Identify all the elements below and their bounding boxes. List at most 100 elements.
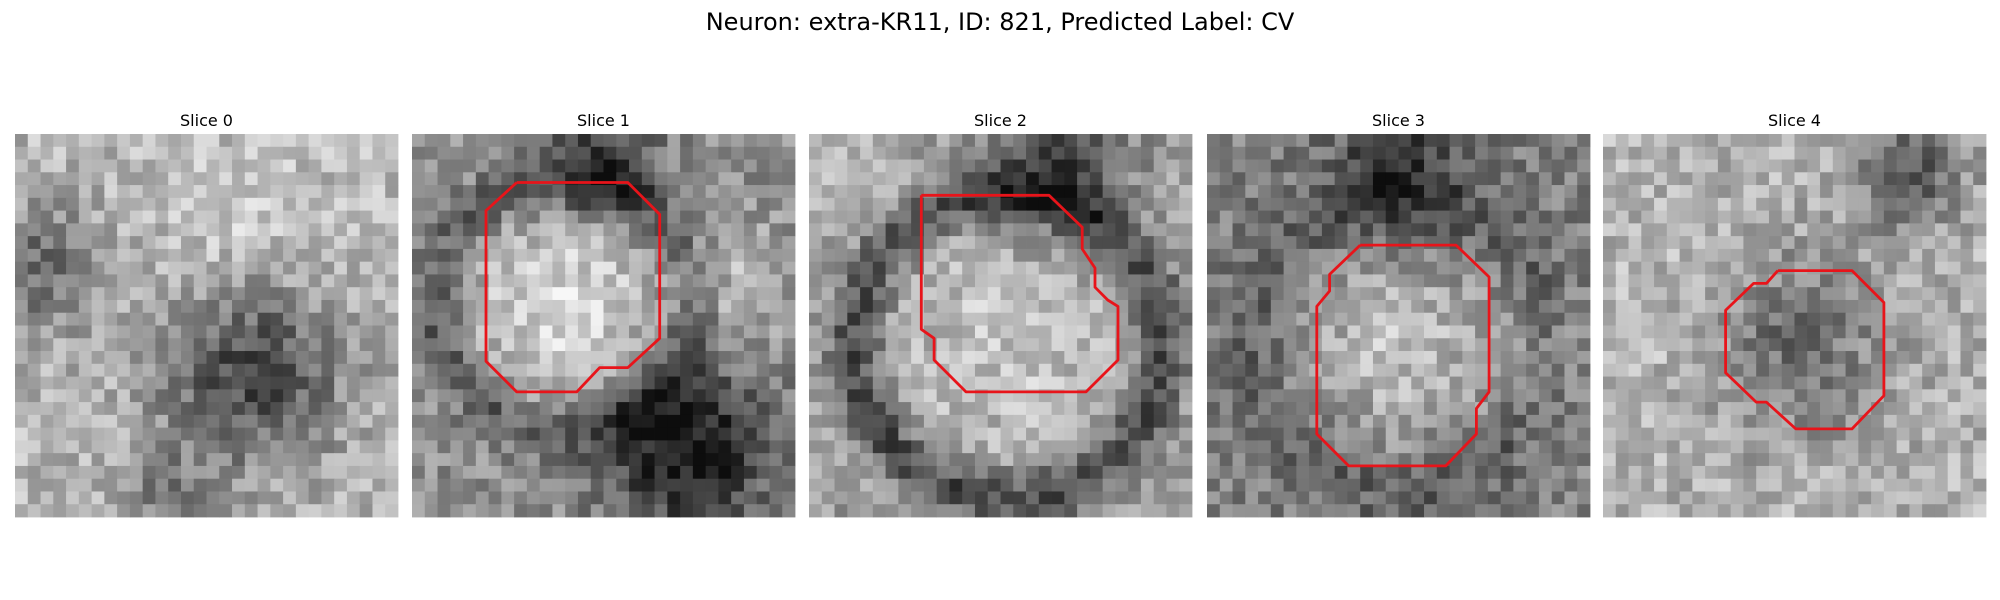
pixel [437, 351, 451, 365]
pixel [180, 261, 195, 275]
pixel [1245, 210, 1259, 224]
pixel [1436, 414, 1450, 429]
pixel [1398, 491, 1412, 505]
pixel [692, 389, 707, 403]
pixel [1077, 491, 1091, 505]
pixel [1334, 159, 1348, 173]
pixel [743, 325, 758, 339]
pixel [66, 376, 80, 390]
pixel [129, 465, 144, 480]
pixel [1513, 325, 1527, 339]
pixel [1973, 312, 1987, 326]
pixel [1628, 159, 1642, 173]
pixel [1296, 338, 1310, 352]
pixel [104, 376, 118, 390]
pixel [526, 287, 541, 301]
pixel [1909, 312, 1923, 326]
pixel [1283, 210, 1297, 224]
pixel [1883, 159, 1898, 173]
pixel [1360, 491, 1374, 505]
pixel [756, 465, 770, 480]
pixel [27, 172, 41, 186]
pixel [1934, 427, 1949, 441]
pixel [743, 402, 758, 416]
pixel [885, 223, 899, 237]
pixel [1730, 172, 1744, 186]
pixel [974, 414, 989, 429]
pixel [1270, 440, 1284, 454]
pixel [923, 312, 938, 326]
pixel [155, 325, 169, 339]
pixel [168, 172, 182, 186]
pixel [1513, 134, 1527, 148]
pixel [219, 312, 233, 326]
pixel [1705, 134, 1719, 148]
pixel [590, 453, 604, 467]
pixel [1207, 210, 1221, 224]
pixel [692, 134, 707, 148]
pixel [756, 134, 770, 148]
pixel [27, 210, 41, 224]
pixel [782, 325, 796, 339]
pixel [1768, 325, 1783, 339]
pixel [1398, 312, 1412, 326]
pixel [1641, 159, 1655, 173]
pixel [680, 478, 694, 492]
pixel [321, 274, 335, 288]
pixel [66, 261, 80, 275]
pixel [1960, 185, 1974, 199]
pixel [155, 389, 169, 403]
pixel [1896, 325, 1910, 339]
pixel [1564, 453, 1578, 467]
pixel [1372, 236, 1387, 250]
pixel [718, 363, 732, 377]
pixel [1947, 402, 1961, 416]
pixel [1500, 363, 1514, 377]
pixel [1038, 172, 1052, 186]
pixel [526, 159, 541, 173]
pixel [847, 210, 861, 224]
pixel [1883, 402, 1898, 416]
pixel [372, 414, 386, 429]
pixel [1309, 465, 1323, 480]
pixel [923, 261, 938, 275]
pixel [1730, 185, 1744, 199]
pixel [1283, 134, 1297, 148]
pixel [782, 504, 796, 518]
pixel [1820, 210, 1834, 224]
pixel [641, 491, 655, 505]
pixel [244, 210, 258, 224]
pixel [987, 376, 1001, 390]
pixel [1768, 197, 1783, 211]
pixel [923, 453, 938, 467]
pixel [1436, 465, 1450, 480]
pixel [629, 453, 643, 467]
pixel [1794, 363, 1808, 377]
pixel [385, 185, 399, 199]
pixel [834, 159, 848, 173]
pixel [1807, 274, 1821, 288]
pixel [1679, 465, 1693, 480]
pixel [1398, 248, 1412, 263]
pixel [1283, 351, 1297, 365]
pixel [1794, 223, 1808, 237]
pixel [526, 478, 541, 492]
pixel [692, 504, 707, 518]
pixel [1820, 351, 1834, 365]
pixel [1038, 440, 1052, 454]
pixel [1424, 223, 1438, 237]
pixel [1270, 504, 1284, 518]
pixel [66, 146, 80, 160]
pixel [1513, 453, 1527, 467]
pixel [91, 159, 105, 173]
pixel [1051, 402, 1065, 416]
pixel [295, 427, 310, 441]
pixel [15, 351, 29, 365]
pixel [1140, 376, 1155, 390]
pixel [1166, 491, 1180, 505]
pixel [872, 402, 886, 416]
pixel [743, 389, 758, 403]
pixel [1577, 351, 1591, 365]
pixel [1398, 159, 1412, 173]
pixel [1883, 351, 1898, 365]
